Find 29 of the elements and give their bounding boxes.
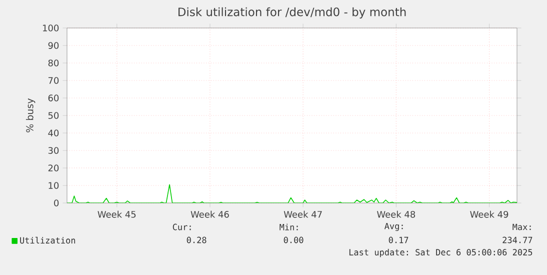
legend-label: Utilization [20, 236, 76, 244]
text: 0.28 [186, 236, 206, 244]
chart-title: Disk utilization for /dev/md0 - by month [178, 7, 406, 18]
text: Min: [280, 224, 298, 230]
x-tick-label: Week 47 [284, 210, 322, 218]
text: Max: [512, 224, 531, 230]
y-tick-label: 30 [48, 147, 59, 154]
line-series [67, 184, 517, 203]
x-tick-label: Week 46 [190, 210, 229, 218]
text: Last update: Sat Dec 6 05:00:06 2025 [349, 248, 532, 258]
text: 234.77 [502, 236, 532, 244]
x-tick-label: Week 48 [376, 210, 416, 218]
y-tick-label: 70 [48, 77, 59, 84]
text: Cur: [172, 224, 191, 230]
y-tick-label: 10 [48, 182, 59, 189]
x-tick-label: Week 49 [470, 210, 508, 218]
y-tick-label: 40 [48, 130, 59, 136]
y-tick-label: 90 [48, 42, 59, 49]
y-axis-title: % busy [26, 98, 36, 132]
text: Avg: [384, 222, 403, 231]
y-tick-label: 50 [48, 112, 59, 119]
text: 0.17 [388, 236, 408, 244]
y-tick-label: 60 [48, 94, 59, 102]
y-tick-label: 20 [48, 164, 59, 172]
x-tick-label: Week 45 [98, 210, 136, 218]
y-tick-label: 100 [43, 24, 59, 32]
y-tick-label: 0 [54, 200, 59, 206]
y-tick-label: 80 [48, 60, 59, 66]
text: 0.00 [284, 236, 304, 244]
